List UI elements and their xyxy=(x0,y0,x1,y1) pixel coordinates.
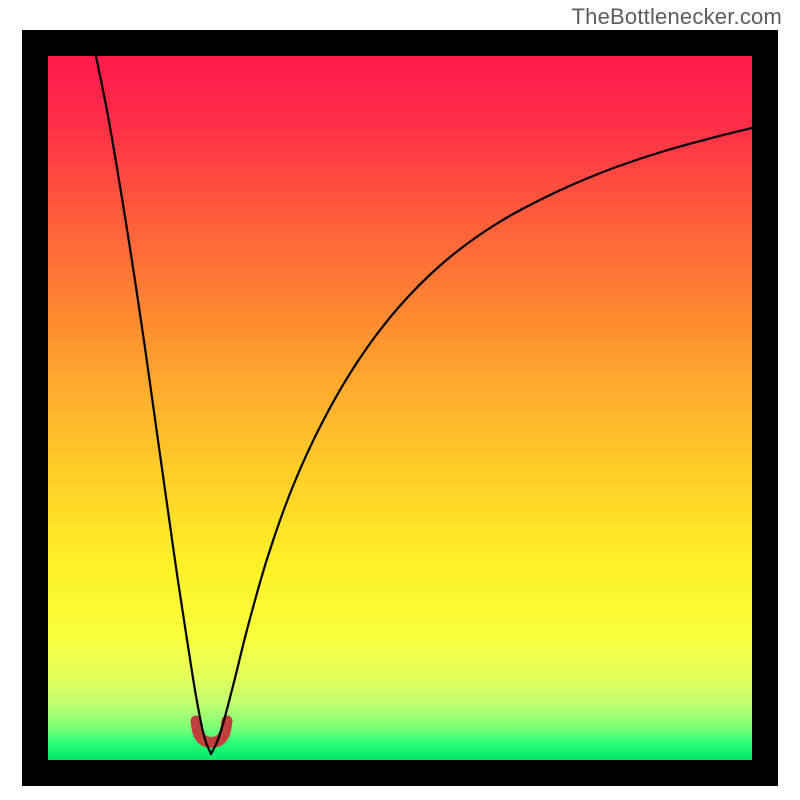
plot-area xyxy=(48,56,752,760)
curves-svg xyxy=(48,56,752,760)
chart-stage: TheBottlenecker.com xyxy=(0,0,800,800)
watermark-text: TheBottlenecker.com xyxy=(572,4,782,30)
right-curve xyxy=(211,128,752,754)
left-curve xyxy=(96,56,211,754)
